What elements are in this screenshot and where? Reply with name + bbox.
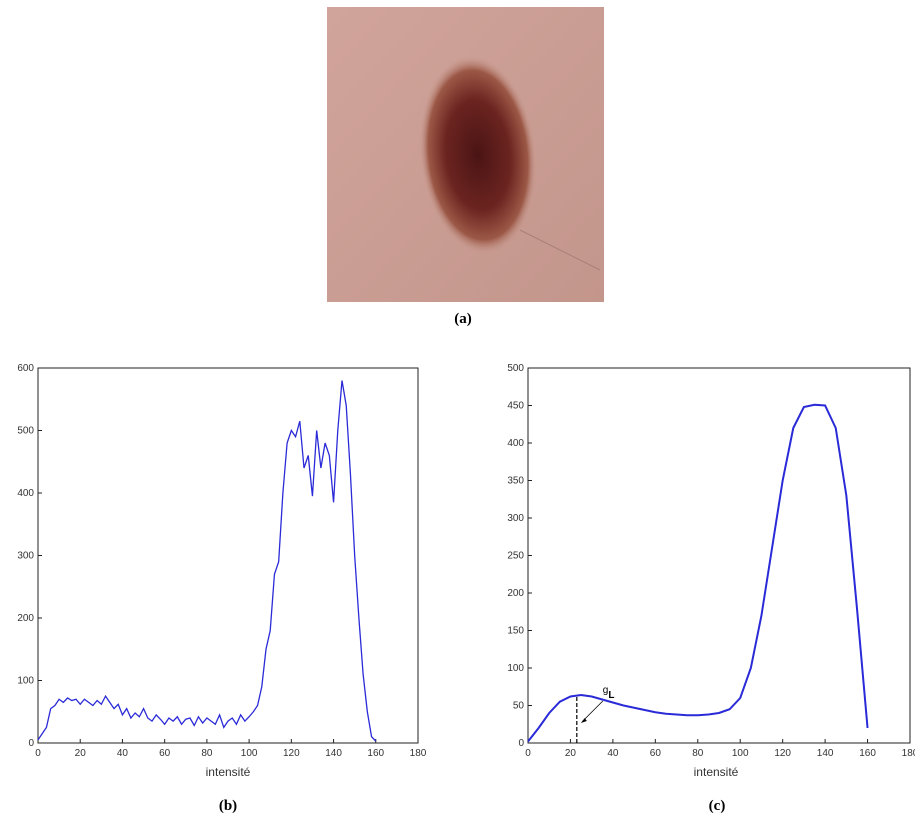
data-line [37, 380, 377, 742]
annotation-text: g [603, 685, 609, 696]
x-axis-label: intensité [694, 765, 739, 779]
x-tick-label: 20 [565, 748, 577, 759]
y-tick-label: 400 [17, 488, 34, 499]
x-tick-label: 120 [774, 748, 791, 759]
y-tick-label: 200 [507, 588, 524, 599]
x-axis-label: intensité [206, 765, 251, 779]
x-tick-label: 180 [410, 748, 427, 759]
image-caption: (a) [454, 311, 472, 327]
y-tick-label: 350 [507, 476, 524, 487]
y-tick-label: 0 [518, 738, 524, 749]
y-tick-label: 600 [17, 363, 34, 374]
x-tick-label: 160 [367, 748, 384, 759]
y-tick-label: 300 [17, 551, 34, 562]
annotation-arrow [582, 700, 604, 722]
y-tick-label: 400 [507, 438, 524, 449]
x-tick-label: 140 [325, 748, 342, 759]
y-tick-label: 0 [28, 738, 34, 749]
x-tick-label: 60 [650, 748, 662, 759]
x-tick-label: 40 [117, 748, 129, 759]
x-tick-label: 120 [283, 748, 300, 759]
y-tick-label: 50 [513, 701, 525, 712]
data-line [527, 403, 869, 743]
y-tick-label: 500 [507, 363, 524, 374]
y-tick-label: 100 [17, 676, 34, 687]
plot-frame [37, 367, 419, 744]
arrow-head [580, 718, 587, 723]
x-tick-label: 0 [525, 748, 531, 759]
x-tick-label: 0 [35, 748, 41, 759]
x-tick-label: 60 [159, 748, 171, 759]
x-tick-label: 80 [201, 748, 213, 759]
y-tick-label: 200 [17, 613, 34, 624]
y-tick-label: 450 [507, 401, 524, 412]
x-tick-label: 20 [75, 748, 87, 759]
x-tick-label: 160 [859, 748, 876, 759]
x-tick-label: 40 [607, 748, 619, 759]
x-tick-label: 140 [817, 748, 834, 759]
y-tick-label: 250 [507, 551, 524, 562]
y-tick-label: 100 [507, 663, 524, 674]
x-tick-label: 80 [692, 748, 704, 759]
annotation-subscript: L [608, 690, 614, 701]
chart-caption: (c) [709, 798, 726, 814]
y-tick-label: 300 [507, 513, 524, 524]
chart-caption: (b) [219, 798, 237, 814]
x-tick-label: 100 [241, 748, 258, 759]
y-tick-label: 500 [17, 426, 34, 437]
x-tick-label: 180 [902, 748, 915, 759]
annotation-label: gL [603, 685, 615, 701]
x-tick-label: 100 [732, 748, 749, 759]
y-tick-label: 150 [507, 626, 524, 637]
skin-image [327, 7, 604, 302]
